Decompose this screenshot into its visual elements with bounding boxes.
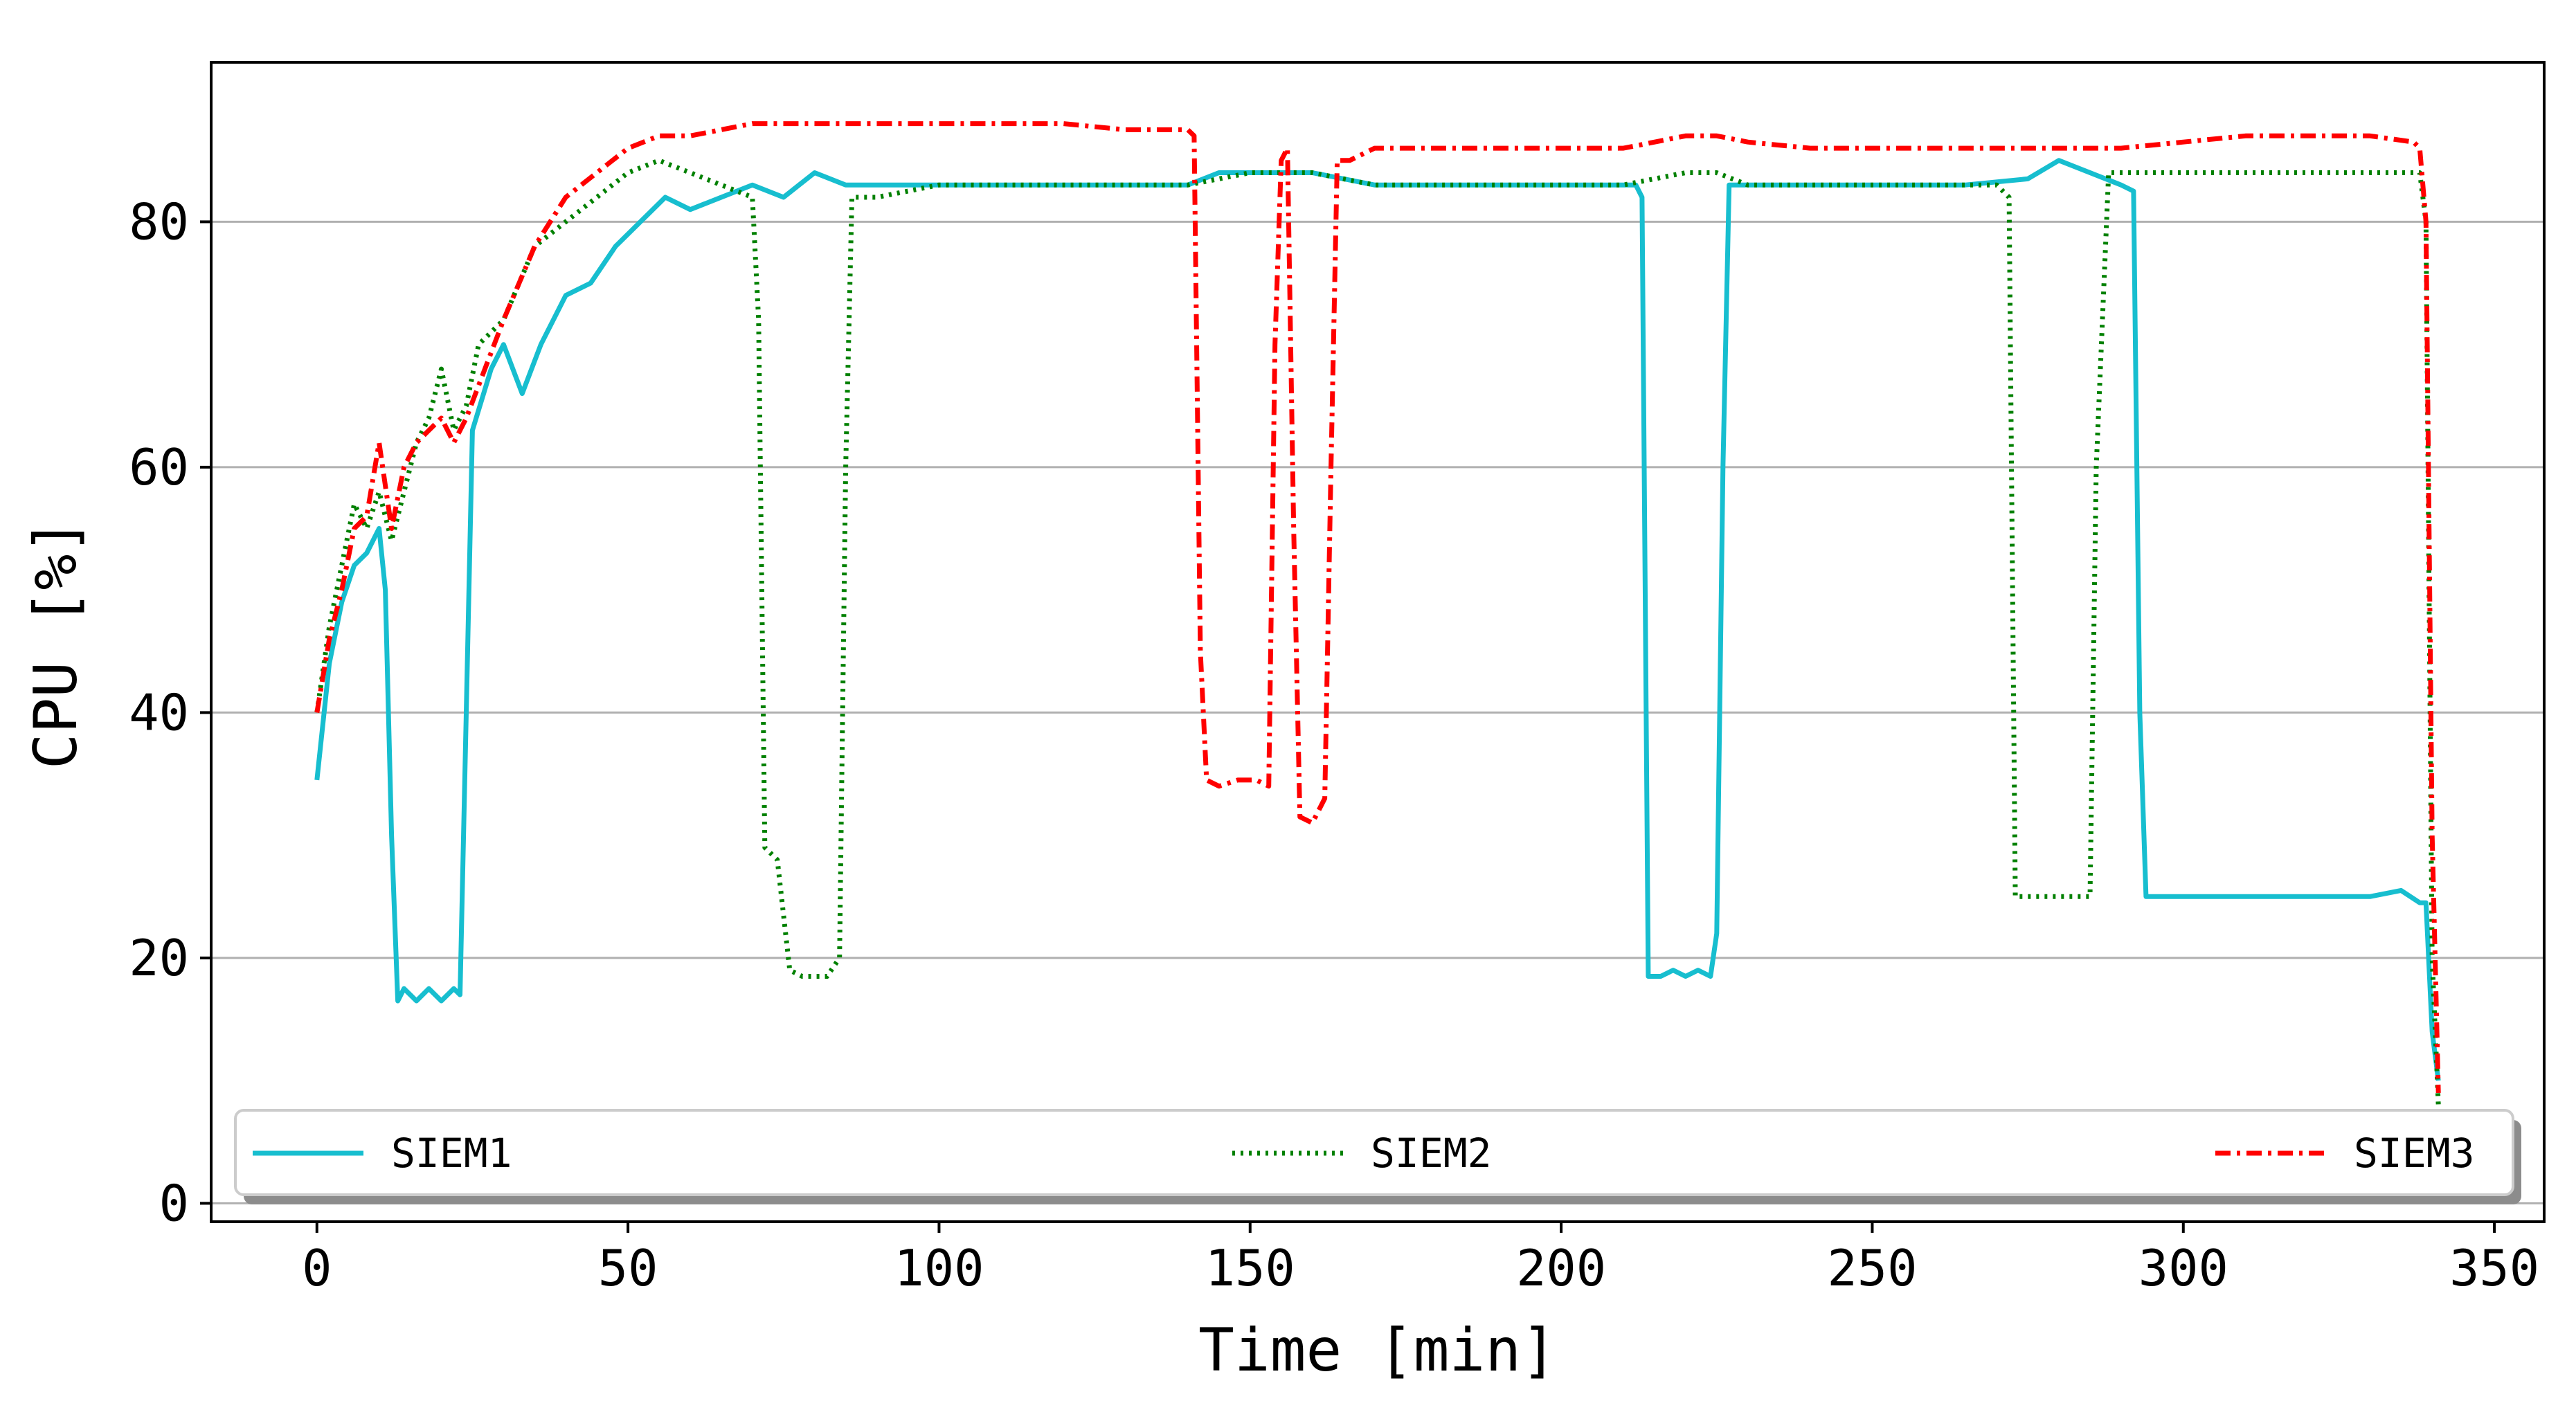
x-axis-ticks: 0 50 100 150 200 250 300 350 [302,1222,2539,1297]
y-tick-label: 80 [129,192,189,251]
legend: SIEM1 SIEM2 SIEM3 [234,1109,2521,1204]
series-line-siem1 [314,158,2441,1081]
plot-frame [210,61,2546,1223]
y-tick-label: 20 [129,929,189,987]
x-tick-label: 350 [2449,1239,2539,1297]
legend-label-siem1: SIEM1 [391,1130,512,1177]
y-tick-label: 40 [129,683,189,741]
x-tick-label: 300 [2138,1239,2228,1297]
y-axis-label: CPU [%] [21,518,91,769]
x-tick-label: 200 [1516,1239,1606,1297]
legend-label-siem2: SIEM2 [1371,1130,1492,1177]
series-line-siem2 [314,158,2441,1105]
x-tick-label: 0 [302,1239,332,1297]
y-tick-label: 0 [159,1174,189,1232]
y-axis-ticks: 0 20 40 60 80 [129,192,211,1232]
y-tick-label: 60 [129,438,189,496]
series-layer [314,121,2441,1105]
x-tick-label: 100 [894,1239,984,1297]
x-tick-label: 50 [598,1239,658,1297]
x-tick-label: 150 [1205,1239,1295,1297]
x-axis-label: Time [min] [1198,1316,1557,1385]
x-tick-label: 250 [1827,1239,1917,1297]
legend-box [234,1109,2514,1196]
legend-label-siem3: SIEM3 [2354,1130,2475,1177]
